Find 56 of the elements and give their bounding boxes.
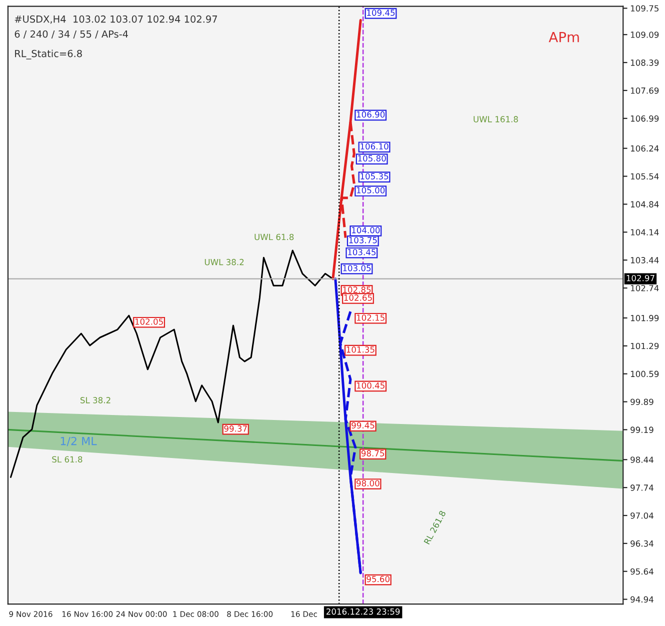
y-tick-label: 99.19 (630, 426, 654, 433)
y-tick-label: 107.69 (630, 87, 659, 94)
y-tick-label: 104.84 (630, 201, 659, 208)
y-tick-label: 99.89 (630, 398, 654, 406)
annotation: APm (548, 32, 579, 42)
annotation: 102.05 (135, 318, 163, 325)
y-tick-label: 109.75 (630, 5, 658, 12)
annotation: 105.80 (358, 155, 386, 162)
annotation: UWL 61.8 (254, 234, 294, 240)
y-tick-label: 103.44 (630, 257, 659, 264)
y-tick-label: 94.94 (630, 596, 654, 603)
annotation: RL_Static=6.8 (15, 50, 82, 60)
annotation: 106.10 (360, 143, 388, 150)
annotation: 103.05 (343, 264, 371, 272)
ref-line-label: 2016.12.23 23:59 (326, 608, 400, 615)
y-tick-label: 96.34 (630, 540, 654, 547)
y-tick-label: 95.64 (630, 568, 654, 575)
annotation: SL 61.8 (52, 456, 82, 463)
text: 6 / 240 / 34 / 55 / APs-4 (14, 30, 128, 38)
ref-line-label: 102.97 (626, 274, 654, 282)
y-tick-label: 102.74 (630, 284, 659, 292)
y-tick-label: 106.99 (630, 115, 659, 122)
annotation: 105.00 (356, 187, 385, 194)
annotation: 95.60 (366, 576, 390, 582)
annotation: 98.75 (361, 450, 384, 456)
annotation: 101.35 (346, 346, 374, 353)
y-tick-label: 101.29 (630, 342, 659, 350)
annotation: UWL 38.2 (204, 258, 244, 266)
annotation: 102.15 (356, 314, 384, 321)
y-tick-label: 101.99 (630, 314, 659, 322)
y-tick-label: 109.09 (630, 32, 659, 38)
y-tick-label: 98.44 (630, 456, 654, 463)
annotation: 100.45 (356, 382, 384, 389)
annotation: 1/2 ML (60, 436, 97, 446)
annotation: 106.90 (356, 111, 385, 118)
annotation: 103.45 (348, 248, 376, 256)
y-tick-label: 100.59 (630, 370, 659, 378)
y-tick-label: 106.24 (630, 145, 659, 152)
line-series (10, 250, 334, 478)
annotation: 104.00 (352, 227, 380, 234)
y-tick-label: 104.14 (630, 229, 659, 236)
y-tick-label: 105.54 (630, 173, 659, 180)
y-tick-label: 108.39 (630, 60, 659, 66)
annotation: 98.00 (356, 480, 380, 486)
annotation: UWL 161.8 (474, 116, 518, 122)
annotation: 99.37 (224, 425, 247, 432)
annotation: 103.75 (349, 237, 377, 244)
annotation: 102.65 (344, 294, 372, 301)
text: #USDX,H4 103.02 103.07 102.94 102.97 (14, 15, 217, 24)
annotation: 105.35 (360, 173, 388, 180)
annotation: 102.85 (343, 286, 371, 293)
annotation: SL 38.2 (80, 397, 110, 404)
y-tick-label: 97.74 (630, 484, 654, 491)
y-tick-label: 97.04 (630, 512, 654, 519)
annotation: 99.45 (352, 422, 374, 429)
annotation: 109.45 (367, 10, 395, 16)
